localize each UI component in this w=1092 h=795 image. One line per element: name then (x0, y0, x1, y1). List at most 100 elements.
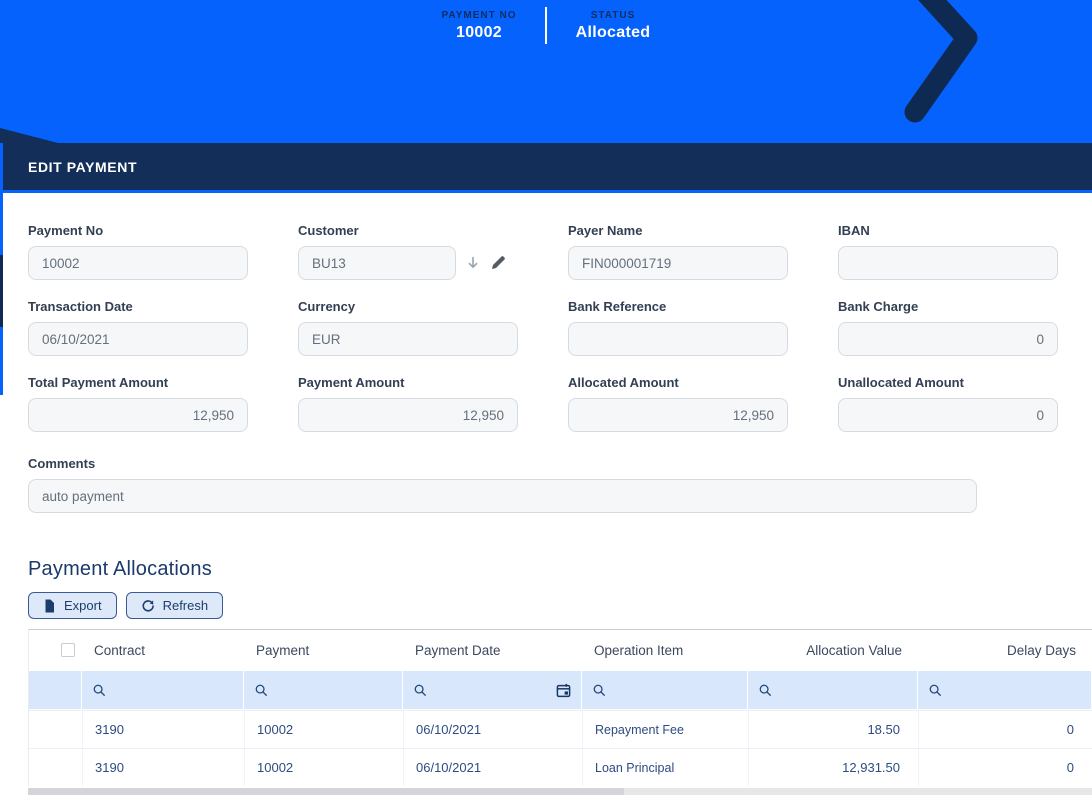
payment-amount-field-label: Payment Amount (298, 375, 405, 390)
allocated-amount-field-label: Allocated Amount (568, 375, 679, 390)
field-unallocated-amount: Unallocated Amount (838, 375, 1058, 432)
allocated-amount-input[interactable] (568, 398, 788, 432)
table-header-row: Contract Payment Payment Date Operation … (29, 630, 1092, 670)
currency-input[interactable] (298, 322, 518, 356)
allocations-table: Contract Payment Payment Date Operation … (28, 629, 1092, 786)
filter-cell-operation-item[interactable] (582, 671, 747, 709)
table-row[interactable]: 3190 10002 06/10/2021 Repayment Fee 18.5… (29, 710, 1092, 748)
cell-delay-days: 0 (918, 749, 1092, 786)
payment-no-input[interactable] (28, 246, 248, 280)
filter-cell-allocation-value[interactable] (748, 671, 917, 709)
cell-payment: 10002 (244, 749, 403, 786)
status-label: STATUS (590, 9, 636, 21)
hero-banner: PAYMENT NO 10002 STATUS Allocated (0, 0, 1092, 143)
filter-cell-delay-days[interactable] (918, 671, 1091, 709)
select-all-checkbox[interactable] (61, 643, 75, 657)
filter-cell-contract[interactable] (82, 671, 243, 709)
field-bank-reference: Bank Reference (568, 299, 788, 356)
cell-payment-date: 06/10/2021 (403, 711, 582, 748)
field-customer: Customer (298, 223, 518, 280)
column-header-delay-days[interactable]: Delay Days (1006, 642, 1076, 658)
page-title: EDIT PAYMENT (28, 158, 138, 175)
cell-delay-days: 0 (918, 711, 1092, 748)
filter-cell-payment[interactable] (244, 671, 402, 709)
payment-amount-input[interactable] (298, 398, 518, 432)
payer-name-field-label: Payer Name (568, 223, 643, 238)
field-transaction-date: Transaction Date (28, 299, 248, 356)
file-icon (45, 599, 54, 612)
magnifier-icon (593, 684, 605, 696)
column-header-payment-date[interactable]: Payment Date (415, 642, 501, 658)
bank-reference-input[interactable] (568, 322, 788, 356)
magnifier-icon (93, 684, 105, 696)
chevron-right-icon (904, 0, 978, 123)
column-header-contract[interactable]: Contract (94, 642, 146, 658)
customer-edit-button[interactable] (490, 255, 506, 271)
customer-input[interactable] (298, 246, 456, 280)
comments-input[interactable] (28, 479, 977, 513)
edit-payment-form: Payment No Customer Payer Name (0, 190, 1092, 786)
customer-dropdown-button[interactable] (465, 255, 481, 271)
pencil-icon (492, 256, 505, 269)
table-filter-row (29, 670, 1092, 710)
hero-stats: PAYMENT NO 10002 STATUS Allocated (433, 7, 659, 44)
row-select-cell (29, 711, 82, 748)
field-iban: IBAN (838, 223, 1058, 280)
total-payment-amount-field-label: Total Payment Amount (28, 375, 169, 390)
table-row[interactable]: 3190 10002 06/10/2021 Loan Principal 12,… (29, 748, 1092, 786)
column-header-operation-item[interactable]: Operation Item (594, 642, 684, 658)
calendar-icon[interactable] (556, 683, 571, 698)
bank-charge-input[interactable] (838, 322, 1058, 356)
field-payment-no: Payment No (28, 223, 248, 280)
payment-no-value: 10002 (456, 23, 502, 41)
field-payer-name: Payer Name (568, 223, 788, 280)
cell-payment: 10002 (244, 711, 403, 748)
select-all-cell (29, 643, 82, 657)
iban-field-label: IBAN (838, 223, 870, 238)
payer-name-input[interactable] (568, 246, 788, 280)
payment-no-label: PAYMENT NO (441, 9, 517, 21)
export-button[interactable]: Export (28, 592, 117, 619)
cell-allocation-value: 18.50 (748, 711, 918, 748)
payment-no-stat: PAYMENT NO 10002 (433, 10, 525, 42)
field-bank-charge: Bank Charge (838, 299, 1058, 356)
export-button-label: Export (64, 598, 102, 613)
cell-operation-item: Repayment Fee (582, 711, 748, 748)
magnifier-icon (255, 684, 267, 696)
currency-field-label: Currency (298, 299, 356, 314)
magnifier-icon (759, 684, 771, 696)
iban-input[interactable] (838, 246, 1058, 280)
transaction-date-field-label: Transaction Date (28, 299, 133, 314)
field-payment-amount: Payment Amount (298, 375, 518, 432)
field-currency: Currency (298, 299, 518, 356)
refresh-icon (142, 599, 154, 612)
horizontal-scrollbar-thumb[interactable] (28, 788, 624, 795)
cell-operation-item: Loan Principal (582, 749, 748, 786)
filter-cell-select (29, 671, 81, 709)
horizontal-scrollbar[interactable] (28, 788, 1092, 795)
customer-field-label: Customer (298, 223, 359, 238)
field-comments: Comments (28, 456, 1092, 513)
status-badge: Allocated (575, 23, 651, 41)
cell-contract: 3190 (82, 711, 244, 748)
column-header-allocation-value[interactable]: Allocation Value (806, 642, 902, 658)
filter-cell-payment-date[interactable] (403, 671, 581, 709)
payment-allocations-title: Payment Allocations (28, 558, 212, 580)
field-allocated-amount: Allocated Amount (568, 375, 788, 432)
allocations-toolbar: Export Refresh (28, 592, 1092, 619)
refresh-button-label: Refresh (162, 598, 209, 613)
magnifier-icon (414, 684, 426, 696)
stat-divider (545, 7, 547, 44)
cell-contract: 3190 (82, 749, 244, 786)
bank-charge-field-label: Bank Charge (838, 299, 919, 314)
unallocated-amount-input[interactable] (838, 398, 1058, 432)
refresh-button[interactable]: Refresh (125, 592, 224, 619)
arrow-down-icon (468, 256, 478, 268)
transaction-date-input[interactable] (28, 322, 248, 356)
left-scrollbar-thumb[interactable] (0, 255, 3, 327)
cell-payment-date: 06/10/2021 (403, 749, 582, 786)
cell-allocation-value: 12,931.50 (748, 749, 918, 786)
column-header-payment[interactable]: Payment (256, 642, 310, 658)
total-payment-amount-input[interactable] (28, 398, 248, 432)
field-total-payment-amount: Total Payment Amount (28, 375, 248, 432)
